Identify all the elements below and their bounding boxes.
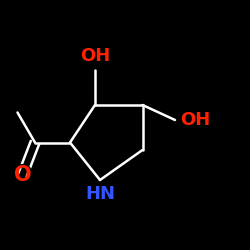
Text: HN: HN <box>82 185 118 205</box>
Text: OH: OH <box>80 47 110 65</box>
Text: OH: OH <box>180 111 210 129</box>
Text: O: O <box>12 163 33 187</box>
Text: OH: OH <box>76 45 114 65</box>
Text: OH: OH <box>180 110 218 130</box>
Text: O: O <box>14 165 31 185</box>
Text: HN: HN <box>85 185 115 203</box>
